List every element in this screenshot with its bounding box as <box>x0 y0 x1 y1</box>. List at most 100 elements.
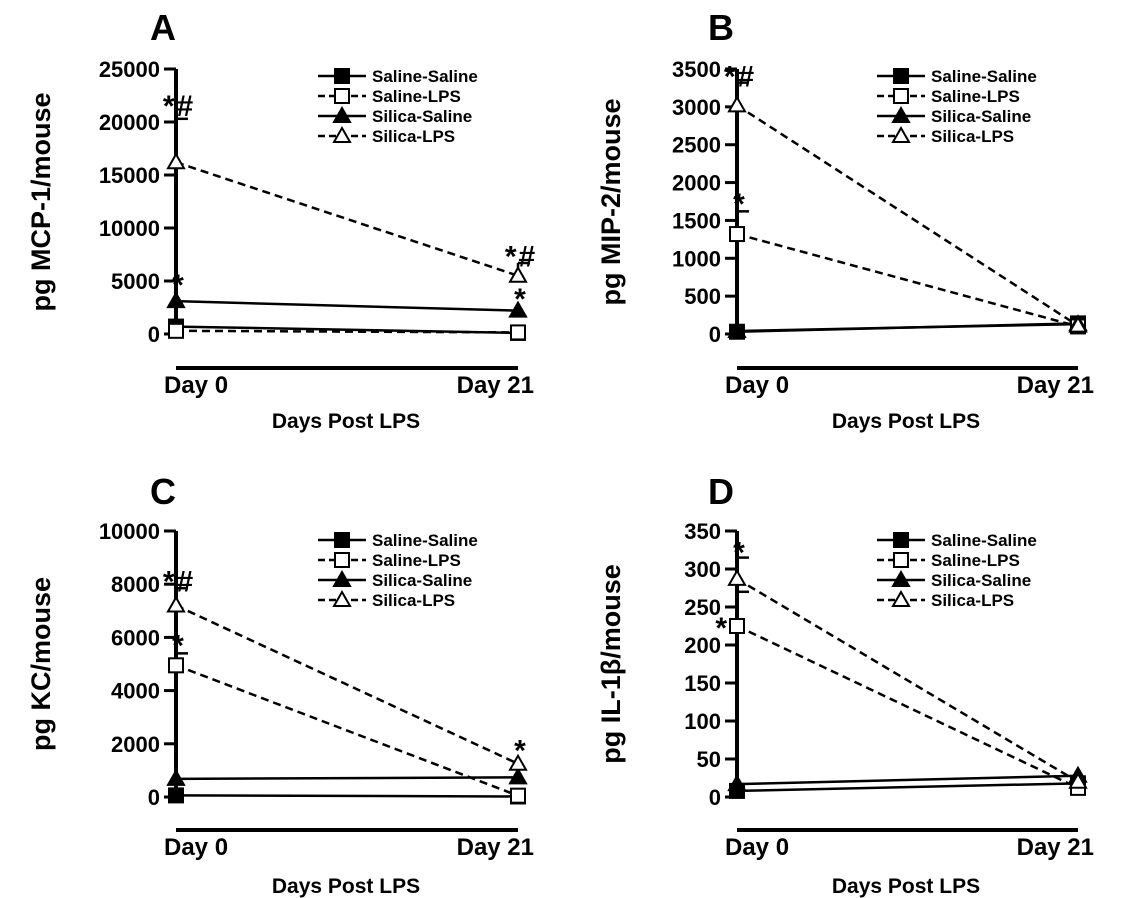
series-line-saline-saline <box>175 794 519 798</box>
series-line-silica-lps <box>736 577 1079 783</box>
data-point-silica-saline <box>166 768 186 786</box>
y-tick-label: 1500 <box>672 208 721 233</box>
y-tick-label: 3500 <box>672 57 721 82</box>
data-point-silica-lps <box>166 595 186 613</box>
significance-marker: *# <box>724 61 756 94</box>
legend-marker <box>332 105 352 123</box>
legend-label: Saline-LPS <box>931 551 1020 570</box>
legend-marker <box>893 552 909 568</box>
legend-label: Silica-Saline <box>931 571 1031 590</box>
legend-marker <box>891 125 911 143</box>
series-line-saline-lps <box>736 232 1079 328</box>
legend-label: Saline-Saline <box>931 531 1037 550</box>
data-point-silica-saline <box>508 300 528 318</box>
y-tick-label: 4000 <box>111 679 160 704</box>
y-tick-label: 200 <box>684 633 721 658</box>
legend: Saline-SalineSaline-LPSSilica-SalineSili… <box>318 531 478 610</box>
legend-marker <box>891 105 911 123</box>
data-point-silica-lps <box>166 152 186 170</box>
legend-marker <box>332 569 352 587</box>
data-point-silica-lps <box>727 95 747 113</box>
data-point-saline-lps <box>729 618 745 634</box>
y-tick-label: 25000 <box>99 57 160 82</box>
significance-marker: * <box>733 536 747 569</box>
series-line-saline-lps <box>175 329 519 334</box>
data-point-silica-lps <box>508 753 528 771</box>
significance-marker: * <box>715 612 727 645</box>
panel-d-chart: D 0 50 100 150 200 250 300 350 pg IL-1β/mouse Day … <box>596 471 1094 898</box>
x-tick-label: Day 21 <box>457 834 534 861</box>
panel-letter: D <box>708 471 734 512</box>
y-tick-label: 2000 <box>672 171 721 196</box>
legend-marker <box>893 532 909 548</box>
x-tick-label: Day 0 <box>164 372 228 399</box>
legend-label: Saline-Saline <box>372 67 478 86</box>
legend-label: Saline-LPS <box>931 87 1020 106</box>
x-tick-label: Day 21 <box>457 372 534 399</box>
y-tick-label: 250 <box>684 595 721 620</box>
y-tick-label: 5000 <box>111 269 160 294</box>
y-tick-label: 3000 <box>672 95 721 120</box>
y-axis-label: pg KC/mouse <box>26 577 56 751</box>
y-tick-label: 300 <box>684 557 721 582</box>
y-tick-label: 10000 <box>99 216 160 241</box>
series-line-silica-saline <box>175 776 519 781</box>
data-point-silica-saline <box>727 320 747 338</box>
x-tick-label: Day 0 <box>164 834 228 861</box>
data-point-saline-saline <box>168 787 184 804</box>
x-axis-label: Days Post LPS <box>832 875 980 898</box>
data-point-silica-saline <box>166 291 186 309</box>
significance-marker: * <box>172 269 186 302</box>
series-line-silica-saline <box>736 774 1079 786</box>
legend: Saline-SalineSaline-LPSSilica-SalineSili… <box>877 67 1037 146</box>
data-point-silica-lps <box>508 265 528 283</box>
legend: Saline-SalineSaline-LPSSilica-SalineSili… <box>877 531 1037 610</box>
y-tick-label: 500 <box>684 284 721 309</box>
y-tick-label: 8000 <box>111 572 160 597</box>
panel-letter: C <box>150 471 176 512</box>
legend-marker <box>334 68 350 84</box>
series-line-silica-lps <box>175 161 519 277</box>
data-point-saline-lps <box>168 657 184 674</box>
panel-letter: A <box>150 7 176 48</box>
y-tick-label: 20000 <box>99 110 160 135</box>
series-line-silica-saline <box>736 322 1079 333</box>
data-point-saline-lps <box>510 787 526 804</box>
legend-marker <box>334 88 350 104</box>
legend-label: Silica-Saline <box>372 107 472 126</box>
y-axis-label: pg MCP-1/mouse <box>26 92 56 311</box>
y-tick-label: 15000 <box>99 163 160 188</box>
series-line-saline-lps <box>736 624 1079 790</box>
legend-marker <box>893 68 909 84</box>
y-tick-label: 1000 <box>672 246 721 271</box>
legend-label: Silica-LPS <box>931 591 1014 610</box>
y-tick-label: 6000 <box>111 625 160 650</box>
data-point-saline-lps <box>729 226 745 243</box>
x-axis-label: Days Post LPS <box>272 875 420 898</box>
x-axis-label: Days Post LPS <box>272 410 420 433</box>
legend-label: Silica-LPS <box>372 591 455 610</box>
significance-marker: * <box>172 629 186 662</box>
legend-label: Silica-Saline <box>931 107 1031 126</box>
x-tick-label: Day 0 <box>725 834 789 861</box>
legend-label: Saline-LPS <box>372 87 461 106</box>
series-line-silica-saline <box>175 299 519 312</box>
x-axis-label: Days Post LPS <box>832 410 980 433</box>
y-tick-label: 0 <box>709 785 721 810</box>
legend-marker <box>334 532 350 548</box>
panel-letter: B <box>708 7 734 48</box>
data-point-silica-saline <box>727 774 747 792</box>
legend-marker <box>332 589 352 607</box>
legend-label: Silica-Saline <box>372 571 472 590</box>
panel-b-chart: B 0 500 1000 1500 2000 2500 3000 3500 pg MIP-2/mo… <box>596 7 1094 433</box>
legend-marker <box>332 125 352 143</box>
series-line-saline-saline <box>175 325 519 335</box>
y-tick-label: 0 <box>148 785 160 810</box>
y-tick-label: 0 <box>709 322 721 347</box>
legend-label: Saline-Saline <box>372 531 478 550</box>
data-point-silica-lps <box>727 568 747 586</box>
legend-marker <box>334 552 350 568</box>
legend-label: Silica-LPS <box>931 127 1014 146</box>
significance-marker: *# <box>163 90 195 123</box>
y-tick-label: 100 <box>684 709 721 734</box>
